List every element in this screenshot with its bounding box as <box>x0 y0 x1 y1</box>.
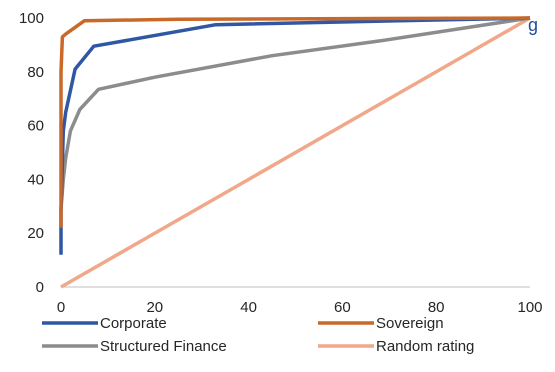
axes: 0 20 40 60 80 100 0 20 40 60 80 100 <box>19 10 543 316</box>
series-line-structured-finance <box>59 16 531 210</box>
chart-title-partial: g <box>528 15 538 35</box>
series-line-sovereign <box>59 16 531 228</box>
y-tick-label: 80 <box>27 64 44 81</box>
y-tick-label: 100 <box>19 10 44 27</box>
x-tick-label: 0 <box>57 299 65 316</box>
legend-label-sovereign: Sovereign <box>376 315 444 332</box>
series-line-random-rating <box>60 16 531 289</box>
legend-label-random-rating: Random rating <box>376 338 474 355</box>
series-layer <box>59 16 531 289</box>
chart-title-fragment: g <box>528 15 538 35</box>
legend: Corporate Sovereign Structured Finance Rand… <box>42 315 474 355</box>
legend-label-structured-finance: Structured Finance <box>100 338 227 355</box>
y-tick-label: 0 <box>36 279 44 296</box>
y-tick-label: 40 <box>27 171 44 188</box>
x-tick-label: 20 <box>146 299 163 316</box>
x-tick-label: 40 <box>240 299 257 316</box>
y-tick-label: 20 <box>27 225 44 242</box>
legend-label-corporate: Corporate <box>100 315 167 332</box>
x-tick-label: 60 <box>334 299 351 316</box>
x-tick-label: 80 <box>428 299 445 316</box>
y-tick-label: 60 <box>27 118 44 135</box>
x-tick-label: 100 <box>517 299 542 316</box>
